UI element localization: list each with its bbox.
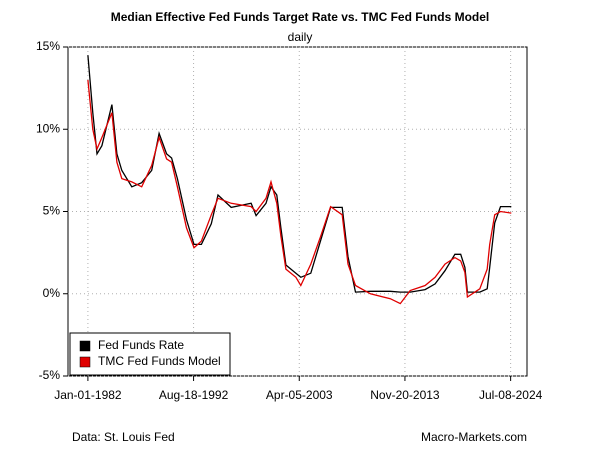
credit-note: Macro-Markets.com bbox=[421, 430, 527, 444]
x-tick-label: Aug-18-1992 bbox=[159, 388, 229, 402]
x-tick-label: Jul-08-2024 bbox=[479, 388, 543, 402]
y-tick-label: 5% bbox=[43, 204, 61, 218]
legend-swatch bbox=[79, 356, 91, 368]
y-tick-label: -5% bbox=[39, 368, 61, 382]
y-tick-label: 0% bbox=[43, 286, 61, 300]
data-line bbox=[87, 55, 512, 293]
x-tick-label: Jan-01-1982 bbox=[54, 388, 122, 402]
y-tick-label: 10% bbox=[36, 121, 60, 135]
data-line bbox=[87, 79, 512, 305]
chart-subtitle: daily bbox=[288, 30, 313, 44]
x-tick-label: Apr-05-2003 bbox=[266, 388, 333, 402]
y-tick-label: 15% bbox=[36, 39, 60, 53]
legend-label: TMC Fed Funds Model bbox=[98, 354, 221, 368]
source-note: Data: St. Louis Fed bbox=[72, 430, 175, 444]
x-tick-label: Nov-20-2013 bbox=[370, 388, 440, 402]
chart-title: Median Effective Fed Funds Target Rate v… bbox=[111, 10, 490, 24]
legend-label: Fed Funds Rate bbox=[98, 338, 184, 352]
legend-swatch bbox=[79, 340, 91, 352]
legend-box bbox=[69, 332, 231, 376]
